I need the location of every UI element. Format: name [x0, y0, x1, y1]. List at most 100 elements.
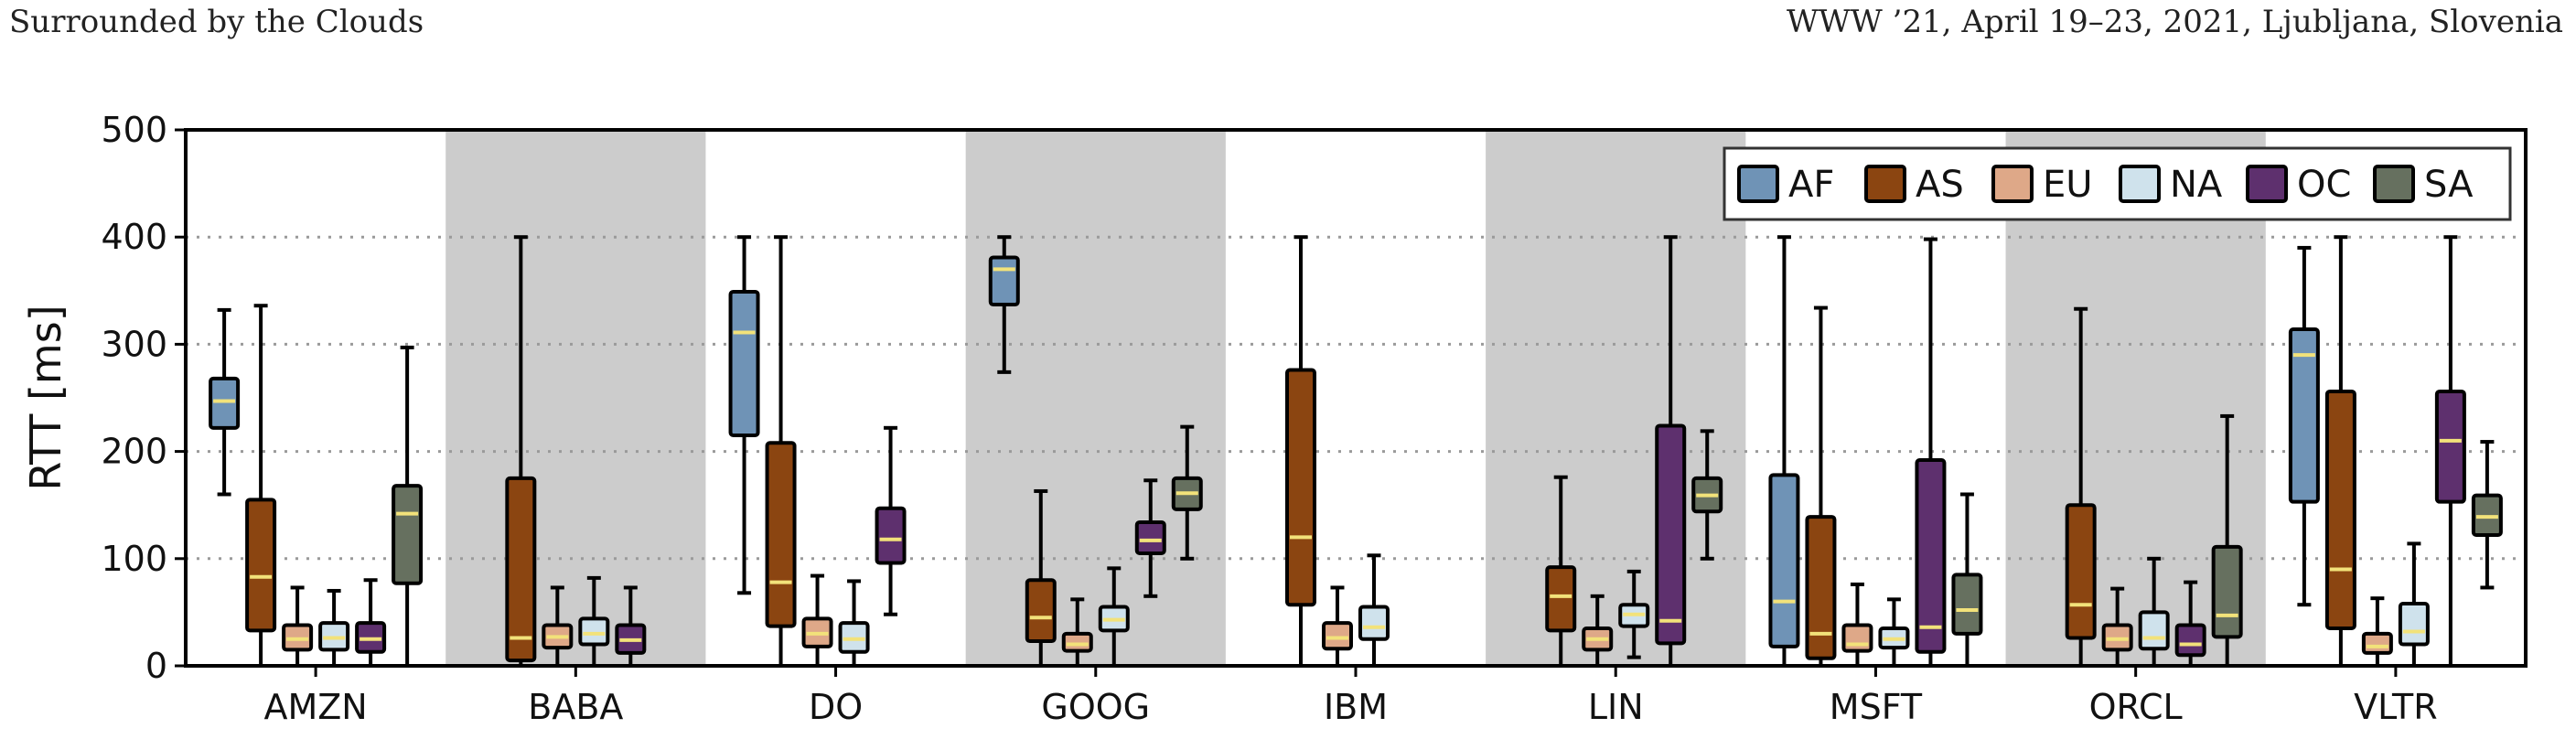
box-layer — [209, 235, 2503, 668]
box-body — [1915, 457, 1947, 654]
box-body — [1768, 473, 1800, 648]
box-sa-vltr — [2471, 440, 2503, 590]
legend-item-na: NA — [2119, 164, 2223, 206]
box-as-do — [765, 235, 797, 668]
box-af-msft — [1768, 235, 1800, 668]
box-body — [2398, 602, 2430, 647]
legend-swatch — [2373, 165, 2415, 203]
box-body — [1285, 368, 1316, 607]
box-na-lin — [1618, 569, 1650, 659]
legend-swatch — [1737, 165, 1779, 203]
shade-layer — [445, 130, 2266, 666]
y-tick-label: 200 — [101, 432, 167, 472]
box-af-goog — [988, 235, 1020, 374]
legend-label: SA — [2424, 164, 2474, 206]
box-na-amzn — [318, 588, 350, 668]
box-sa-goog — [1171, 424, 1203, 561]
box-body — [2065, 503, 2097, 640]
legend-label: EU — [2043, 164, 2093, 206]
x-tick-label-vltr: VLTR — [2354, 687, 2438, 727]
box-oc-goog — [1134, 478, 1166, 598]
y-tick-label: 100 — [101, 539, 167, 579]
legend-item-af: AF — [1737, 164, 1834, 206]
box-eu-amzn — [282, 585, 314, 668]
x-tick-label-amzn: AMZN — [263, 687, 367, 727]
shade-band-goog — [965, 130, 1226, 666]
box-as-vltr — [2324, 235, 2356, 668]
box-eu-vltr — [2361, 596, 2393, 668]
legend-swatch — [1864, 165, 1906, 203]
box-body — [1951, 573, 1983, 636]
running-header-left: Surrounded by the Clouds — [9, 4, 424, 40]
box-af-do — [728, 235, 760, 595]
box-body — [2434, 389, 2466, 504]
legend-item-eu: EU — [1991, 164, 2093, 206]
box-oc-vltr — [2434, 235, 2466, 668]
box-sa-lin — [1691, 429, 1723, 561]
legend-item-sa: SA — [2373, 164, 2474, 206]
box-body — [875, 506, 907, 565]
box-body — [245, 498, 277, 633]
x-tick-label-ibm: IBM — [1324, 687, 1388, 727]
box-body — [1358, 605, 1390, 641]
legend-label: AS — [1916, 164, 1964, 206]
box-oc-do — [875, 425, 907, 616]
box-sa-amzn — [392, 345, 424, 668]
box-sa-msft — [1951, 492, 1983, 668]
box-body — [2288, 327, 2320, 504]
box-body — [1322, 621, 1353, 651]
box-oc-baba — [615, 585, 647, 668]
box-eu-lin — [1582, 594, 1614, 668]
x-tick-label-baba: BABA — [528, 687, 623, 727]
box-body — [1805, 515, 1837, 660]
box-body — [1025, 578, 1057, 644]
x-tick-label-do: DO — [809, 687, 863, 727]
legend-label: AF — [1788, 164, 1834, 206]
box-body — [728, 289, 760, 438]
box-na-ibm — [1358, 553, 1390, 668]
y-tick-label: 400 — [101, 217, 167, 257]
box-as-lin — [1545, 475, 1577, 668]
legend: AF AS EU NA OC SA — [1723, 146, 2512, 221]
x-tick-label-goog: GOOG — [1041, 687, 1150, 727]
box-oc-msft — [1915, 237, 1947, 668]
y-tick-label: 300 — [101, 324, 167, 364]
box-na-vltr — [2398, 541, 2430, 668]
box-body — [1655, 423, 1687, 646]
box-body — [1061, 631, 1093, 653]
box-as-msft — [1805, 305, 1837, 668]
y-tick-label: 500 — [101, 110, 167, 150]
legend-swatch — [2119, 165, 2161, 203]
running-header-right: WWW ’21, April 19–23, 2021, Ljubljana, S… — [1786, 4, 2563, 40]
box-as-ibm — [1285, 235, 1316, 668]
box-eu-ibm — [1322, 585, 1353, 668]
legend-swatch — [1991, 165, 2034, 203]
box-body — [1134, 519, 1166, 555]
shade-band-lin — [1486, 130, 1746, 666]
box-as-goog — [1025, 488, 1057, 668]
box-body — [578, 616, 610, 647]
box-body — [765, 441, 797, 628]
axis-layer: 0 100 200 300 400 500 AMZN BABA DO GOOG IBM LIN MSFT… — [101, 110, 2437, 727]
box-oc-amzn — [355, 578, 387, 668]
box-na-do — [838, 579, 870, 668]
box-as-baba — [505, 235, 537, 668]
box-body — [2174, 623, 2206, 658]
box-oc-lin — [1655, 235, 1687, 668]
box-eu-goog — [1061, 597, 1093, 668]
box-af-vltr — [2288, 245, 2320, 607]
box-af-amzn — [209, 307, 241, 497]
box-body — [1841, 623, 1873, 653]
legend-swatch — [2246, 165, 2288, 203]
box-body — [2211, 544, 2243, 639]
box-na-goog — [1098, 566, 1130, 668]
box-body — [2138, 610, 2170, 651]
box-na-orcl — [2138, 556, 2170, 668]
box-body — [1545, 565, 1577, 633]
legend-item-oc: OC — [2246, 164, 2351, 206]
box-eu-msft — [1841, 582, 1873, 668]
box-body — [2324, 389, 2356, 630]
shade-band-baba — [445, 130, 706, 666]
box-body — [209, 376, 241, 430]
